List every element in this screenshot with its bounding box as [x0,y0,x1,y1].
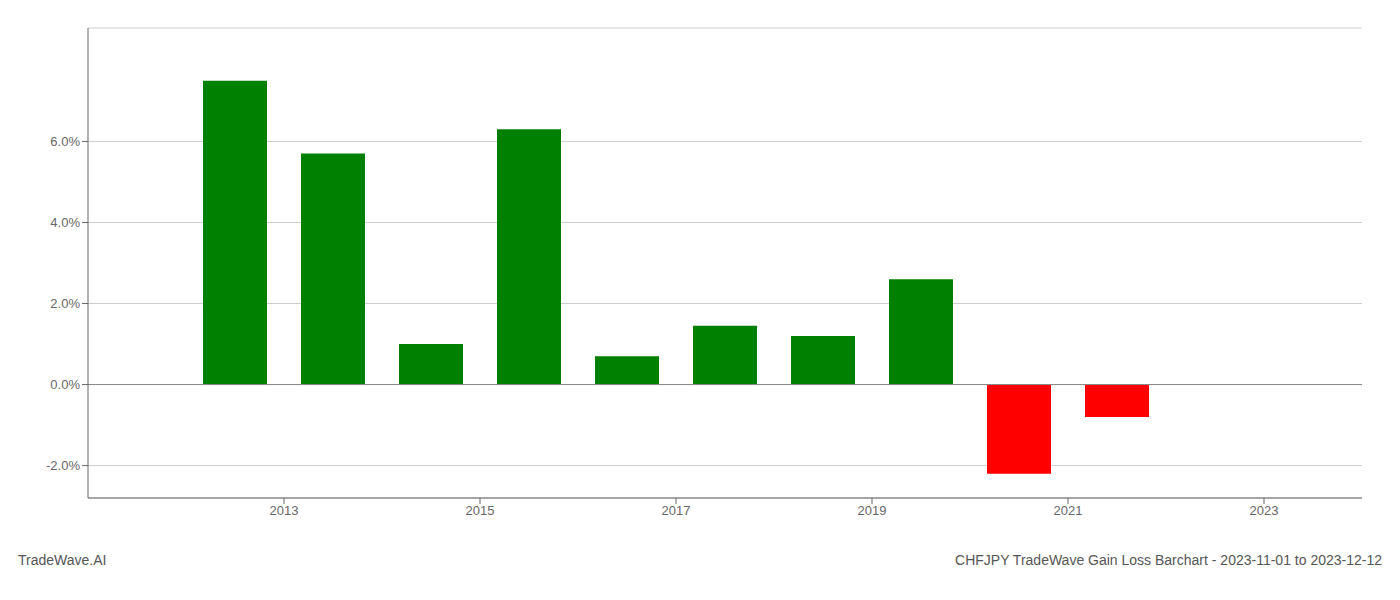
svg-text:2017: 2017 [662,503,691,518]
svg-text:2021: 2021 [1054,503,1083,518]
svg-text:6.0%: 6.0% [50,134,80,149]
svg-text:2013: 2013 [270,503,299,518]
svg-text:2023: 2023 [1250,503,1279,518]
svg-text:2.0%: 2.0% [50,296,80,311]
svg-text:4.0%: 4.0% [50,215,80,230]
svg-text:-2.0%: -2.0% [46,458,80,473]
svg-text:0.0%: 0.0% [50,377,80,392]
svg-text:2019: 2019 [858,503,887,518]
svg-text:2015: 2015 [466,503,495,518]
html-text:TradeWave.AI: TradeWave.AI [18,552,107,568]
html-text:CHFJPY TradeWave Gain Loss Bar: CHFJPY TradeWave Gain Loss Barchart - 20… [955,552,1382,568]
